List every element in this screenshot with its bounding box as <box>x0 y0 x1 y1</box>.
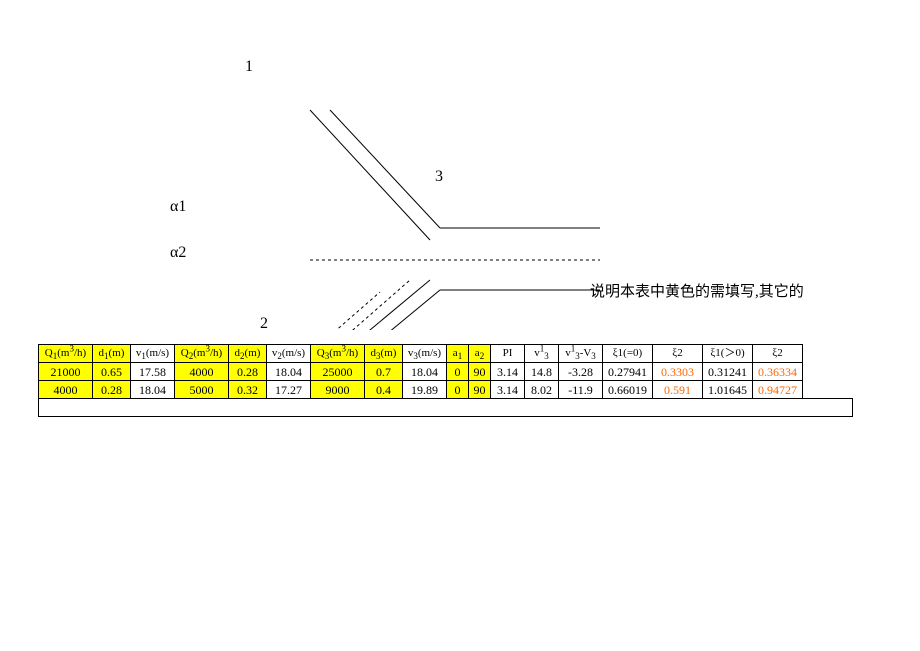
table-cell: 18.04 <box>403 363 447 381</box>
table-cell: 0.591 <box>653 381 703 399</box>
table-header-cell: v13-V3 <box>559 345 603 363</box>
table-cell: 25000 <box>311 363 365 381</box>
table-cell: 0 <box>447 363 469 381</box>
table-header-cell: v2(m/s) <box>267 345 311 363</box>
data-table: Q1(m3/h)d1(m)v1(m/s)Q2(m3/h)d2(m)v2(m/s)… <box>38 344 853 417</box>
table-cell: 0.65 <box>93 363 131 381</box>
table-header-cell: ξ1(＞0) <box>703 345 753 363</box>
table-cell: 0.32 <box>229 381 267 399</box>
diagram-label-a1: α1 <box>170 198 186 216</box>
diagram-label-3: 3 <box>435 168 443 186</box>
table-cell: 0.27941 <box>603 363 653 381</box>
table-cell: 90 <box>469 363 491 381</box>
table-cell: 0.7 <box>365 363 403 381</box>
table-header-cell: a1 <box>447 345 469 363</box>
table-cell: 9000 <box>311 381 365 399</box>
table-cell: 0 <box>447 381 469 399</box>
instruction-note: 说明本表中黄色的需填写,其它的 <box>590 280 804 301</box>
table-cell: -11.9 <box>559 381 603 399</box>
table-cell: 0.36334 <box>753 363 803 381</box>
table-cell: 18.04 <box>267 363 311 381</box>
diagram-label-1: 1 <box>245 58 253 76</box>
table-header-cell: ξ2 <box>753 345 803 363</box>
table-cell: 14.8 <box>525 363 559 381</box>
table-blank-cell <box>39 399 853 417</box>
table-cell: 19.89 <box>403 381 447 399</box>
table-cell: 90 <box>469 381 491 399</box>
table-header-cell: Q3(m3/h) <box>311 345 365 363</box>
diagram-label-2: 2 <box>260 315 268 333</box>
table-header-cell: v3(m/s) <box>403 345 447 363</box>
table-header-cell: v1(m/s) <box>131 345 175 363</box>
table-header-cell: d1(m) <box>93 345 131 363</box>
table-blank-row <box>39 399 853 417</box>
table-cell: 3.14 <box>491 381 525 399</box>
table-header-cell: ξ2 <box>653 345 703 363</box>
table-header-cell: d2(m) <box>229 345 267 363</box>
table-header-cell: a2 <box>469 345 491 363</box>
table-header-cell: ξ1(=0) <box>603 345 653 363</box>
diagram-line <box>325 290 440 330</box>
table-cell: 4000 <box>175 363 229 381</box>
table-cell: 8.02 <box>525 381 559 399</box>
table-cell: 0.28 <box>229 363 267 381</box>
table-cell: 4000 <box>39 381 93 399</box>
table-cell: 18.04 <box>131 381 175 399</box>
diagram-label-a2: α2 <box>170 244 186 262</box>
table-row: 210000.6517.5840000.2818.04250000.718.04… <box>39 363 853 381</box>
table-cell: -3.28 <box>559 363 603 381</box>
table-cell: 0.66019 <box>603 381 653 399</box>
diagram-line <box>310 280 430 330</box>
table-header-cell: v13 <box>525 345 559 363</box>
page-root: { "diagram":{ "labels":{"one":"1","two":… <box>0 0 920 651</box>
table-cell: 3.14 <box>491 363 525 381</box>
table-header-cell: Q1(m3/h) <box>39 345 93 363</box>
table-row: 40000.2818.0450000.3217.2790000.419.8909… <box>39 381 853 399</box>
table-cell: 17.58 <box>131 363 175 381</box>
table-header-cell: PI <box>491 345 525 363</box>
diagram-line <box>330 110 440 228</box>
table-cell: 0.28 <box>93 381 131 399</box>
branch-diagram <box>150 50 600 330</box>
table-cell: 21000 <box>39 363 93 381</box>
diagram-line <box>330 280 410 330</box>
table-header-row: Q1(m3/h)d1(m)v1(m/s)Q2(m3/h)d2(m)v2(m/s)… <box>39 345 853 363</box>
table-cell: 0.3303 <box>653 363 703 381</box>
table-cell: 17.27 <box>267 381 311 399</box>
table-cell: 1.01645 <box>703 381 753 399</box>
diagram-line <box>325 292 380 330</box>
table-cell: 0.94727 <box>753 381 803 399</box>
table-header-cell: Q2(m3/h) <box>175 345 229 363</box>
table-cell: 0.31241 <box>703 363 753 381</box>
diagram-line <box>310 110 430 240</box>
table-cell: 0.4 <box>365 381 403 399</box>
table-cell: 5000 <box>175 381 229 399</box>
table-header-cell: d3(m) <box>365 345 403 363</box>
